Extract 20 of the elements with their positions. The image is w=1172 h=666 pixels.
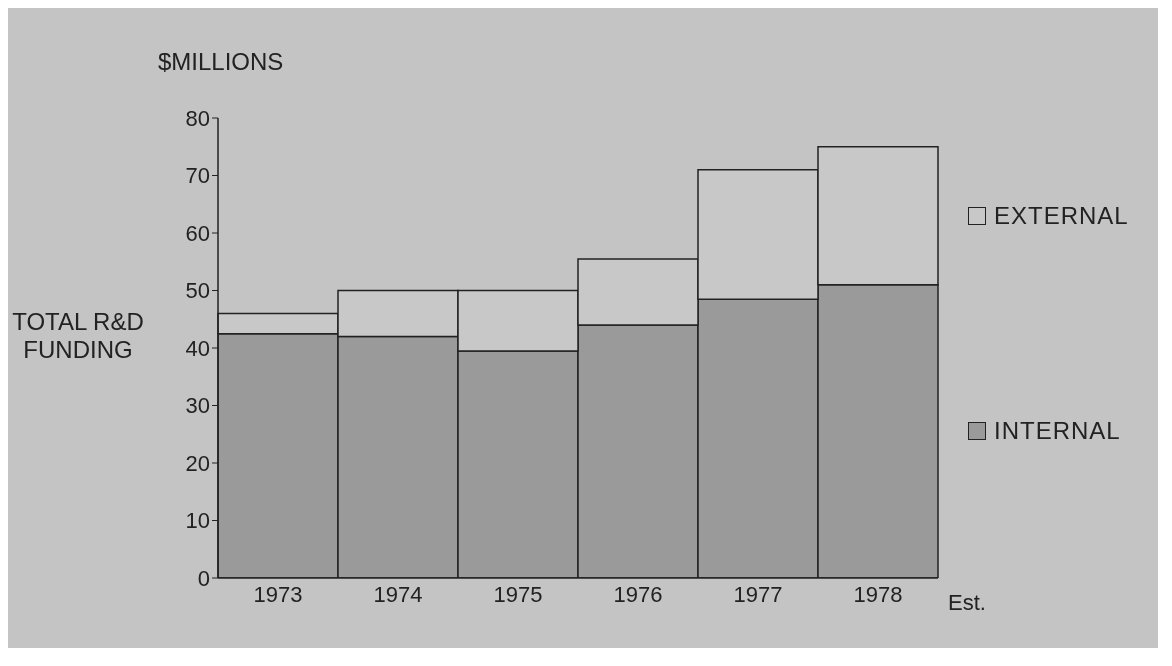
text: $MILLIONS: [158, 48, 284, 76]
text: Est.: [948, 590, 986, 616]
y-tick-label: 60: [185, 220, 210, 246]
x-tick-label: 1977: [733, 581, 783, 607]
x-tick-label: 1978: [853, 581, 903, 607]
y-tick-label: 30: [185, 393, 210, 419]
y-tick-label: 20: [185, 450, 210, 476]
x-tick-label: 1975: [493, 581, 543, 607]
y-tick-label: 10: [185, 508, 210, 534]
y-tick-label: 0: [197, 565, 210, 591]
x-tick-label: 1976: [613, 581, 663, 607]
y-tick-label: 80: [185, 105, 210, 131]
x-tick-label: 1973: [253, 581, 303, 607]
y-axis-title: TOTAL R&D FUNDING: [11, 308, 145, 364]
y-tick-label: 50: [185, 278, 210, 304]
y-tick-label: 70: [185, 163, 210, 189]
legend-label: EXTERNAL: [994, 201, 1129, 230]
y-tick-label: 40: [185, 335, 210, 361]
x-tick-label: 1974: [373, 581, 423, 607]
legend-label: INTERNAL: [994, 417, 1121, 446]
